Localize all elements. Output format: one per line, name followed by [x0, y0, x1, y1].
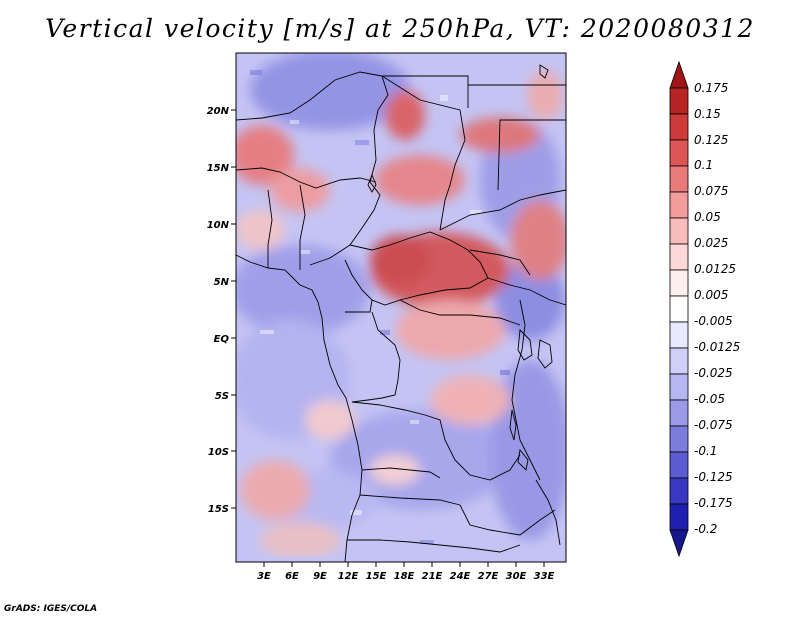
- lon-label: 9E: [313, 571, 327, 582]
- lon-label: 6E: [285, 571, 299, 582]
- colorbar-segment: [669, 425, 689, 453]
- lon-label: 3E: [257, 571, 271, 582]
- colorbar-label: 0.175: [694, 81, 729, 95]
- colorbar-segment: [669, 191, 689, 219]
- colorbar-label: 0.075: [694, 184, 729, 198]
- colorbar-label: 0.025: [694, 236, 729, 250]
- lat-label: 5S: [215, 391, 229, 402]
- colorbar-label: -0.05: [694, 392, 726, 406]
- colorbar-segment: [669, 113, 689, 141]
- map-border: [235, 52, 567, 563]
- colorbar-label: 0.0125: [694, 262, 736, 276]
- lon-label: 30E: [506, 571, 527, 582]
- lat-label: 15N: [207, 163, 230, 174]
- colorbar-segment: [669, 451, 689, 479]
- colorbar-segment: [669, 321, 689, 349]
- lon-label: 15E: [366, 571, 387, 582]
- lat-label: 5N: [214, 277, 230, 288]
- colorbar-segment: [669, 399, 689, 427]
- lat-label: 15S: [208, 504, 229, 515]
- colorbar-label: -0.1: [694, 444, 718, 458]
- velocity-field: [236, 53, 566, 562]
- colorbar-label: -0.025: [694, 366, 733, 380]
- lat-label: EQ: [214, 334, 230, 345]
- colorbar-label: -0.0125: [694, 340, 741, 354]
- colorbar-label: 0.125: [694, 133, 729, 147]
- lon-label: 33E: [534, 571, 555, 582]
- colorbar-segment: [669, 347, 689, 375]
- colorbar-label: 0.15: [694, 107, 721, 121]
- lat-label: 10N: [207, 220, 230, 231]
- colorbar-cap-bottom: [669, 529, 689, 558]
- colorbar-segment: [669, 503, 689, 531]
- colorbar-label: 0.005: [694, 288, 729, 302]
- lon-label: 21E: [422, 571, 443, 582]
- lon-label: 24E: [450, 571, 471, 582]
- colorbar-segment: [669, 87, 689, 115]
- colorbar-segment: [669, 477, 689, 505]
- colorbar-segment: [669, 295, 689, 323]
- country-borders: [236, 64, 566, 562]
- colorbar-label: -0.005: [694, 314, 733, 328]
- colorbar-segment: [669, 217, 689, 245]
- lon-label: 27E: [478, 571, 499, 582]
- lon-label: 18E: [394, 571, 415, 582]
- latitude-labels: 20N 15N 10N 5N EQ 5S 10S 15S: [207, 106, 230, 515]
- lat-label: 10S: [208, 447, 229, 458]
- colorbar-segment: [669, 243, 689, 271]
- colorbar-label: -0.075: [694, 418, 733, 432]
- longitude-labels: 3E 6E 9E 12E 15E 18E 21E 24E 27E 30E 33E: [257, 571, 554, 582]
- lat-label: 20N: [207, 106, 230, 117]
- axis-ticks: [231, 109, 545, 567]
- lon-label: 12E: [338, 571, 359, 582]
- colorbar-segment: [669, 139, 689, 167]
- map-title: Vertical velocity [m/s] at 250hPa, VT: 2…: [45, 14, 755, 43]
- colorbar-segment: [669, 269, 689, 297]
- colorbar-label: 0.1: [694, 158, 714, 172]
- colorbar: [669, 60, 689, 558]
- colorbar-cap-top: [669, 60, 689, 89]
- colorbar-label: -0.2: [694, 522, 718, 536]
- grads-credit: GrADS: IGES/COLA: [4, 604, 98, 614]
- colorbar-label: 0.05: [694, 210, 721, 224]
- colorbar-segment: [669, 373, 689, 401]
- colorbar-label: -0.125: [694, 470, 733, 484]
- colorbar-label: -0.175: [694, 496, 733, 510]
- colorbar-segment: [669, 165, 689, 193]
